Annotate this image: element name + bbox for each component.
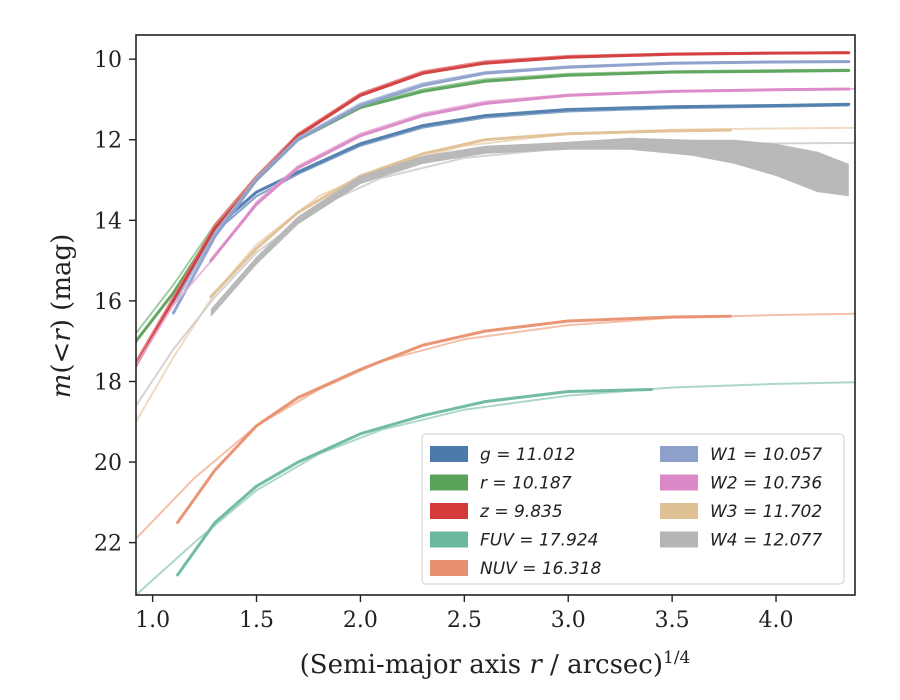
x-tick-label: 1.5	[239, 608, 274, 633]
x-tick-label: 2.5	[447, 608, 482, 633]
legend-swatch	[430, 560, 468, 576]
y-tick-label: 16	[94, 290, 122, 315]
y-tick-label: 22	[94, 532, 122, 557]
band-nuv	[176, 314, 732, 524]
legend-label: W2 = 10.736	[710, 474, 822, 494]
x-axis-label: (Semi-major axis r / arcsec)1/4	[300, 648, 691, 680]
band-w1	[171, 60, 851, 315]
legend-swatch	[660, 503, 698, 519]
fit-line-fuv	[136, 381, 855, 595]
y-tick-label: 10	[94, 48, 122, 73]
legend-swatch	[430, 446, 468, 462]
y-tick-label: 20	[94, 451, 122, 476]
band-fuv	[176, 388, 653, 577]
y-tick-label: 18	[94, 370, 122, 395]
x-tick-label: 3.0	[551, 608, 586, 633]
y-tick-label: 12	[94, 129, 122, 154]
band-w2	[209, 87, 851, 263]
legend: g = 11.012 r = 10.187 z = 9.835 FUV = 17.92…	[421, 433, 845, 585]
y-axis-label: m(<r) (mag)	[47, 234, 77, 399]
band-w3	[209, 128, 732, 299]
band-w4	[210, 137, 849, 317]
legend-swatch	[660, 446, 698, 462]
legend-label: r = 10.187	[480, 474, 572, 494]
plot-frame	[135, 34, 856, 596]
legend-label: W3 = 11.702	[710, 502, 822, 522]
legend-box	[421, 433, 845, 585]
band-z	[136, 51, 851, 367]
legend-label: FUV = 17.924	[480, 531, 598, 551]
legend-label: NUV = 16.318	[480, 559, 602, 579]
legend-swatch	[660, 531, 698, 548]
band-g	[171, 102, 851, 303]
legend-label: g = 11.012	[480, 445, 575, 465]
legend-label: z = 9.835	[479, 502, 563, 522]
y-tick-label: 14	[94, 209, 122, 234]
legend-label: W4 = 12.077	[710, 531, 822, 551]
legend-swatch	[660, 474, 698, 491]
y-axis-ticks: 10 12 14 16 18 20 22	[94, 48, 136, 557]
x-axis-ticks: 1.0 1.5 2.0 2.5 3.0 3.5 4.0	[135, 595, 794, 633]
legend-swatch	[430, 474, 468, 491]
legend-label: W1 = 10.057	[710, 445, 822, 465]
legend-swatch	[430, 503, 468, 519]
legend-swatch	[430, 531, 468, 548]
series-layer	[136, 51, 855, 595]
x-tick-label: 2.0	[343, 608, 378, 633]
x-tick-label: 3.5	[655, 608, 690, 633]
x-tick-label: 4.0	[759, 608, 794, 633]
x-tick-label: 1.0	[135, 608, 170, 633]
